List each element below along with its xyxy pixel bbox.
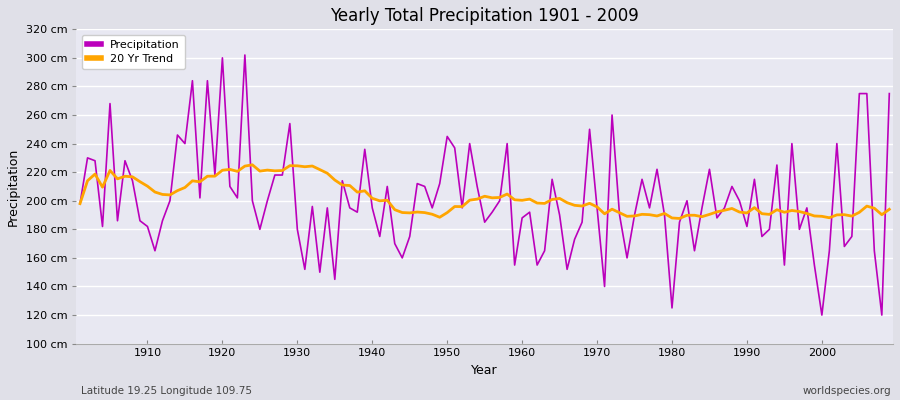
- 20 Yr Trend: [135, 179, 146, 184]
- Precipitation: [517, 216, 527, 220]
- Precipitation: [75, 201, 86, 206]
- Precipitation: [135, 218, 146, 223]
- 20 Yr Trend: [247, 162, 257, 167]
- Text: Latitude 19.25 Longitude 109.75: Latitude 19.25 Longitude 109.75: [81, 386, 252, 396]
- 20 Yr Trend: [307, 164, 318, 168]
- Precipitation: [239, 52, 250, 57]
- Precipitation: [614, 213, 625, 218]
- Precipitation: [307, 204, 318, 209]
- Precipitation: [884, 91, 895, 96]
- 20 Yr Trend: [614, 210, 625, 215]
- Title: Yearly Total Precipitation 1901 - 2009: Yearly Total Precipitation 1901 - 2009: [330, 7, 639, 25]
- 20 Yr Trend: [524, 197, 535, 202]
- Line: Precipitation: Precipitation: [80, 55, 889, 315]
- Precipitation: [816, 313, 827, 318]
- X-axis label: Year: Year: [472, 364, 498, 377]
- Precipitation: [352, 210, 363, 214]
- Precipitation: [524, 210, 535, 214]
- Y-axis label: Precipitation: Precipitation: [7, 147, 20, 226]
- Legend: Precipitation, 20 Yr Trend: Precipitation, 20 Yr Trend: [82, 35, 184, 70]
- 20 Yr Trend: [674, 216, 685, 221]
- 20 Yr Trend: [352, 190, 363, 194]
- Line: 20 Yr Trend: 20 Yr Trend: [80, 165, 889, 218]
- 20 Yr Trend: [884, 207, 895, 212]
- 20 Yr Trend: [517, 198, 527, 203]
- Text: worldspecies.org: worldspecies.org: [803, 386, 891, 396]
- 20 Yr Trend: [75, 201, 86, 206]
